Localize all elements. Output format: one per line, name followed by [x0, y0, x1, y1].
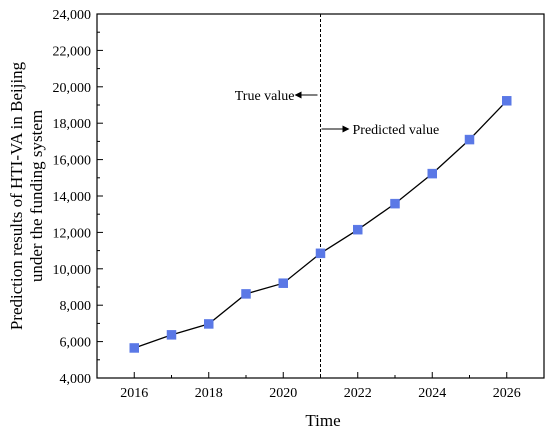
ticks: 4,000 6,000 8,000 10,000 12,000 14,000 16,000 1… — [53, 8, 521, 401]
data-point — [129, 343, 139, 353]
true-value-label: True value — [235, 89, 295, 104]
data-point — [278, 278, 288, 288]
x-tick-label: 2022 — [344, 386, 372, 401]
x-tick-label: 2024 — [418, 386, 446, 401]
true-value-arrowhead — [294, 91, 302, 99]
y-tick-label: 6,000 — [60, 336, 92, 351]
predicted-value-label: Predicted value — [353, 123, 440, 138]
series — [129, 96, 512, 353]
data-point — [166, 330, 177, 340]
y-tick-label: 8,000 — [60, 299, 92, 314]
y-tick-label: 16,000 — [53, 154, 92, 169]
predicted-value-arrowhead — [342, 125, 350, 133]
y-tick-label: 12,000 — [53, 226, 92, 241]
y-tick-label: 18,000 — [53, 117, 92, 132]
annotations: True value Predicted value — [235, 89, 439, 138]
y-axis-title-line-1: Prediction results of HTI-VA in Beijing — [7, 61, 26, 330]
y-tick-label: 10,000 — [53, 263, 92, 278]
y-tick-label: 20,000 — [53, 81, 92, 96]
data-point — [427, 168, 437, 179]
x-tick-label: 2020 — [269, 386, 297, 401]
data-point — [241, 289, 251, 299]
y-tick-label: 22,000 — [53, 44, 92, 59]
x-axis-title: Time — [305, 411, 340, 430]
data-point — [315, 248, 326, 259]
data-point — [390, 198, 400, 209]
x-tick-label: 2016 — [120, 386, 148, 401]
data-point — [204, 319, 214, 329]
y-axis-title-line-2: under the funding system — [27, 110, 46, 282]
y-tick-label: 14,000 — [53, 190, 92, 205]
data-point — [502, 96, 512, 106]
x-tick-label: 2026 — [493, 386, 521, 401]
y-tick-label: 4,000 — [60, 372, 92, 387]
data-point — [464, 134, 475, 145]
y-tick-label: 24,000 — [53, 8, 92, 23]
data-point — [353, 224, 363, 235]
x-tick-label: 2018 — [195, 386, 223, 401]
y-axis-title: Prediction results of HTI-VA in Beijing … — [7, 61, 46, 330]
